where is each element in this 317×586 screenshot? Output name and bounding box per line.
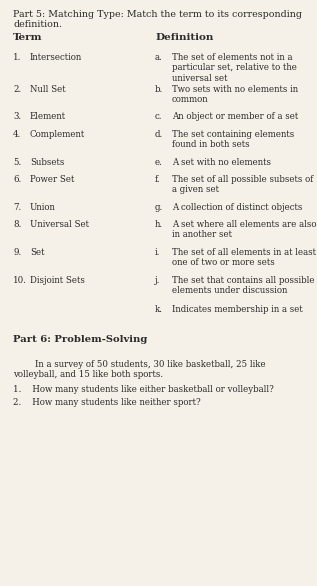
Text: 4.: 4. [13, 130, 21, 139]
Text: Complement: Complement [30, 130, 85, 139]
Text: Intersection: Intersection [30, 53, 82, 62]
Text: Universal Set: Universal Set [30, 220, 89, 229]
Text: Part 5: Matching Type: Match the term to its corresponding: Part 5: Matching Type: Match the term to… [13, 10, 302, 19]
Text: a.: a. [155, 53, 163, 62]
Text: g.: g. [155, 203, 163, 212]
Text: 5.: 5. [13, 158, 21, 167]
Text: Indicates membership in a set: Indicates membership in a set [172, 305, 303, 314]
Text: c.: c. [155, 112, 163, 121]
Text: definition.: definition. [13, 20, 62, 29]
Text: Definition: Definition [155, 33, 213, 42]
Text: Term: Term [13, 33, 42, 42]
Text: The set of all possible subsets of
a given set: The set of all possible subsets of a giv… [172, 175, 314, 195]
Text: h.: h. [155, 220, 163, 229]
Text: e.: e. [155, 158, 163, 167]
Text: In a survey of 50 students, 30 like basketball, 25 like: In a survey of 50 students, 30 like bask… [13, 360, 266, 369]
Text: Element: Element [30, 112, 66, 121]
Text: 2.    How many students like neither sport?: 2. How many students like neither sport? [13, 398, 201, 407]
Text: 1.: 1. [13, 53, 21, 62]
Text: Disjoint Sets: Disjoint Sets [30, 276, 85, 285]
Text: Null Set: Null Set [30, 85, 66, 94]
Text: Part 6: Problem-Solving: Part 6: Problem-Solving [13, 335, 147, 344]
Text: 7.: 7. [13, 203, 21, 212]
Text: Subsets: Subsets [30, 158, 64, 167]
Text: k.: k. [155, 305, 163, 314]
Text: Power Set: Power Set [30, 175, 74, 184]
Text: 1.    How many students like either basketball or volleyball?: 1. How many students like either basketb… [13, 385, 274, 394]
Text: j.: j. [155, 276, 160, 285]
Text: 6.: 6. [13, 175, 21, 184]
Text: 10.: 10. [13, 276, 27, 285]
Text: 2.: 2. [13, 85, 21, 94]
Text: d.: d. [155, 130, 163, 139]
Text: 3.: 3. [13, 112, 21, 121]
Text: b.: b. [155, 85, 163, 94]
Text: Union: Union [30, 203, 56, 212]
Text: 9.: 9. [13, 248, 21, 257]
Text: A collection of distinct objects: A collection of distinct objects [172, 203, 302, 212]
Text: The set of all elements in at least
one of two or more sets: The set of all elements in at least one … [172, 248, 316, 267]
Text: The set of elements not in a
particular set, relative to the
universal set: The set of elements not in a particular … [172, 53, 297, 83]
Text: A set with no elements: A set with no elements [172, 158, 271, 167]
Text: Set: Set [30, 248, 44, 257]
Text: i.: i. [155, 248, 160, 257]
Text: 8.: 8. [13, 220, 21, 229]
Text: f.: f. [155, 175, 161, 184]
Text: Two sets with no elements in
common: Two sets with no elements in common [172, 85, 298, 104]
Text: The set that contains all possible
elements under discussion: The set that contains all possible eleme… [172, 276, 314, 295]
Text: The set containing elements
found in both sets: The set containing elements found in bot… [172, 130, 294, 149]
Text: volleyball, and 15 like both sports.: volleyball, and 15 like both sports. [13, 370, 163, 379]
Text: A set where all elements are also
in another set: A set where all elements are also in ano… [172, 220, 316, 240]
Text: An object or member of a set: An object or member of a set [172, 112, 298, 121]
